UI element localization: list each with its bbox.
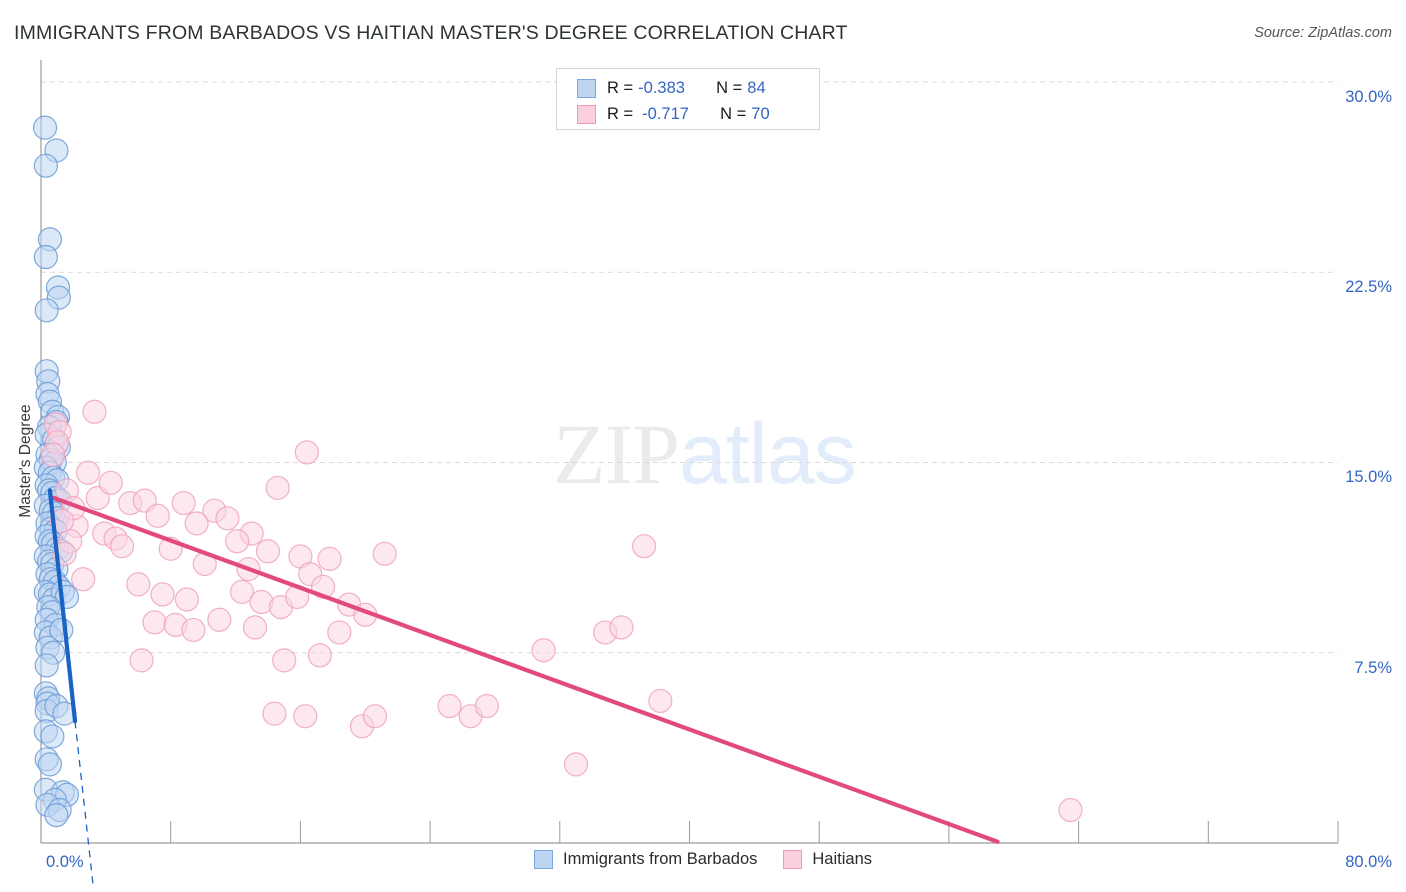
y-tick-label-30: 30.0% bbox=[1345, 88, 1392, 106]
trendline-barbados bbox=[47, 488, 78, 724]
data-point[interactable] bbox=[648, 688, 673, 714]
n-value-pink: 70 bbox=[751, 104, 770, 123]
data-point[interactable] bbox=[171, 490, 196, 516]
n-label-blue: N = bbox=[716, 78, 743, 97]
data-point[interactable] bbox=[609, 615, 634, 640]
data-point[interactable] bbox=[126, 572, 151, 597]
n-label-pink: N = bbox=[720, 104, 747, 123]
series-barbados bbox=[32, 115, 80, 828]
data-point[interactable] bbox=[34, 653, 59, 678]
stats-row-barbados: R = -0.383 N = 84 bbox=[577, 75, 819, 101]
y-axis-title: Master's Degree bbox=[17, 404, 34, 518]
data-point[interactable] bbox=[49, 508, 75, 533]
source-attribution: Source: ZipAtlas.com bbox=[1254, 25, 1392, 41]
r-value-blue: -0.383 bbox=[638, 78, 685, 97]
page-title: IMMIGRANTS FROM BARBADOS VS HAITIAN MAST… bbox=[14, 22, 848, 44]
x-tick-label-max: 80.0% bbox=[1345, 853, 1392, 871]
data-point[interactable] bbox=[98, 470, 123, 495]
data-point[interactable] bbox=[255, 539, 281, 564]
data-point[interactable] bbox=[82, 399, 107, 424]
data-point[interactable] bbox=[33, 153, 58, 178]
data-point[interactable] bbox=[142, 610, 167, 635]
data-point[interactable] bbox=[41, 442, 66, 467]
data-point[interactable] bbox=[44, 802, 69, 828]
data-point[interactable] bbox=[181, 617, 206, 643]
data-point[interactable] bbox=[215, 506, 240, 531]
data-point[interactable] bbox=[174, 587, 200, 612]
data-point[interactable] bbox=[294, 440, 319, 465]
y-tick-label-7_5: 7.5% bbox=[1354, 659, 1392, 677]
legend-label-barbados: Immigrants from Barbados bbox=[562, 850, 758, 868]
data-point[interactable] bbox=[40, 724, 65, 749]
data-point[interactable] bbox=[145, 503, 170, 528]
data-point[interactable] bbox=[293, 704, 318, 729]
legend-item-barbados[interactable]: Immigrants from Barbados bbox=[533, 850, 758, 869]
data-point[interactable] bbox=[32, 115, 58, 140]
trendline-haitians bbox=[51, 495, 1000, 844]
data-point[interactable] bbox=[372, 541, 397, 566]
legend-item-haitians[interactable]: Haitians bbox=[783, 850, 872, 869]
r-value-pink: -0.717 bbox=[642, 104, 689, 123]
data-point[interactable] bbox=[229, 579, 255, 604]
data-point[interactable] bbox=[184, 511, 209, 536]
data-point[interactable] bbox=[225, 529, 250, 554]
legend-swatch-barbados bbox=[533, 850, 553, 869]
data-point[interactable] bbox=[272, 648, 297, 673]
data-point[interactable] bbox=[531, 638, 556, 663]
data-point[interactable] bbox=[563, 752, 589, 777]
stats-swatch-pink bbox=[577, 104, 596, 124]
y-tick-label-15: 15.0% bbox=[1345, 468, 1392, 486]
legend-label-haitians: Haitians bbox=[812, 850, 873, 868]
data-point[interactable] bbox=[474, 693, 499, 719]
stats-swatch-blue bbox=[577, 78, 596, 98]
data-point[interactable] bbox=[75, 460, 101, 485]
data-point[interactable] bbox=[317, 546, 342, 571]
data-point[interactable] bbox=[632, 534, 657, 559]
data-point[interactable] bbox=[327, 620, 352, 645]
stats-row-haitians: R = -0.717 N = 70 bbox=[577, 101, 819, 127]
data-point[interactable] bbox=[34, 298, 59, 323]
r-label-blue: R = bbox=[607, 78, 634, 97]
data-point[interactable] bbox=[262, 701, 287, 726]
data-point[interactable] bbox=[307, 643, 332, 668]
data-point[interactable] bbox=[265, 475, 290, 500]
data-point[interactable] bbox=[1058, 797, 1083, 823]
data-point[interactable] bbox=[71, 567, 96, 592]
y-tick-label-22_5: 22.5% bbox=[1345, 278, 1392, 296]
data-point[interactable] bbox=[33, 244, 58, 270]
data-point[interactable] bbox=[207, 607, 232, 632]
x-tick-label-min: 0.0% bbox=[46, 853, 84, 871]
n-value-blue: 84 bbox=[747, 78, 766, 97]
series-haitians bbox=[41, 399, 1083, 823]
data-point[interactable] bbox=[362, 704, 388, 729]
r-label-pink: R = bbox=[607, 104, 634, 123]
correlation-stats-legend: R = -0.383 N = 84 R = -0.717 N = 70 bbox=[556, 68, 820, 130]
data-point[interactable] bbox=[129, 648, 154, 673]
legend-swatch-haitians bbox=[783, 850, 803, 869]
data-point[interactable] bbox=[150, 582, 175, 607]
series-legend: Immigrants from Barbados Haitians bbox=[0, 850, 1406, 869]
data-point[interactable] bbox=[437, 693, 462, 719]
trendline-barbados-extension bbox=[74, 721, 94, 884]
data-point[interactable] bbox=[109, 534, 135, 559]
data-point[interactable] bbox=[242, 615, 268, 640]
data-point[interactable] bbox=[37, 752, 63, 777]
